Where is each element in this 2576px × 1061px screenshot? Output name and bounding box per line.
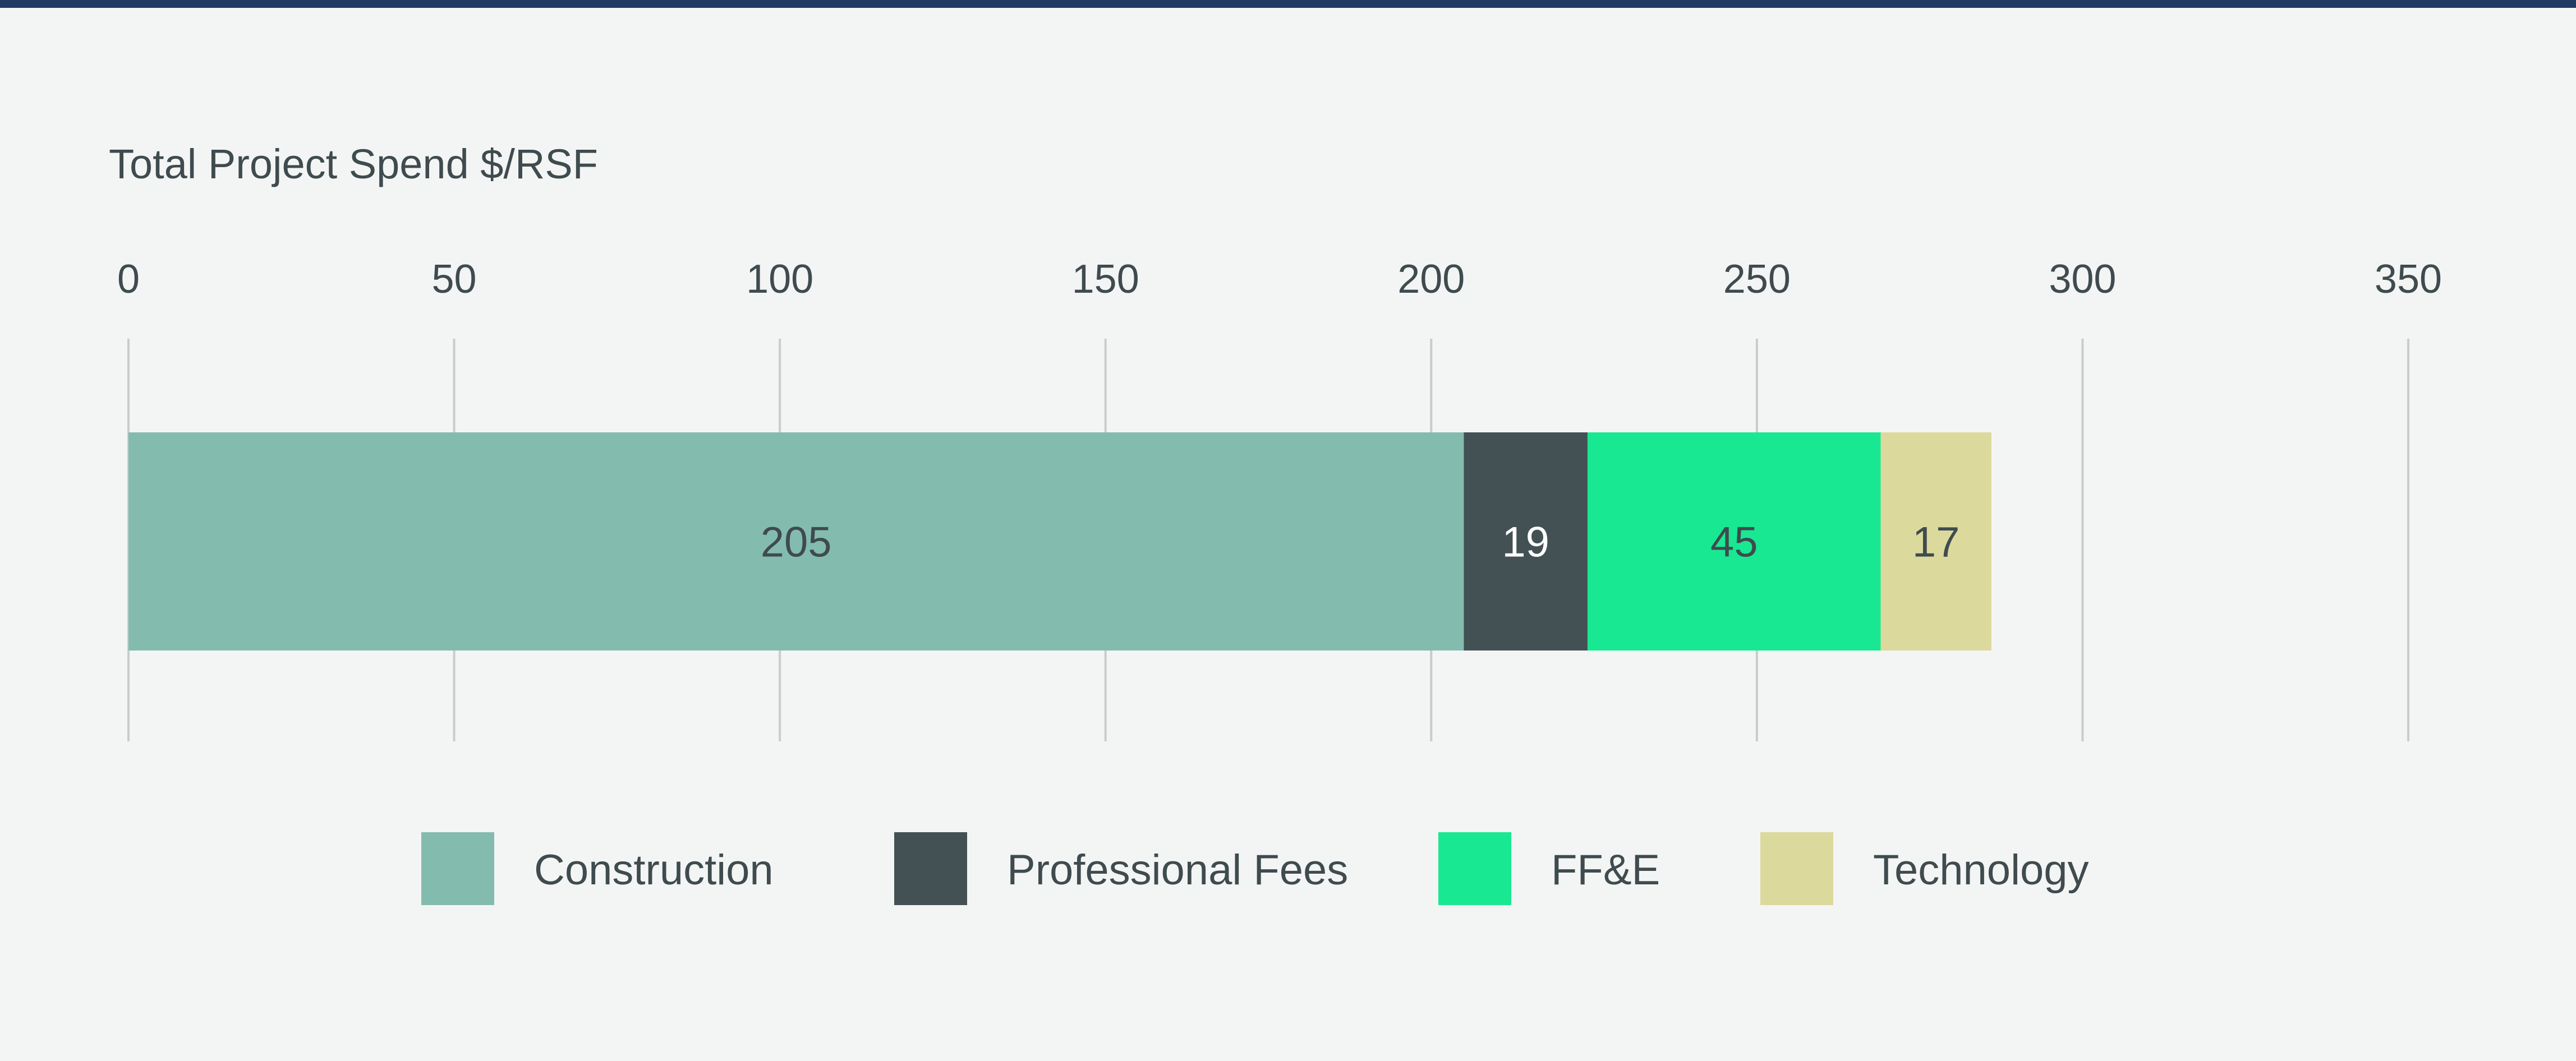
bar-segment (1464, 432, 1588, 651)
stacked-bar: 205 19 45 17 (128, 432, 1991, 651)
bar-segment (1587, 432, 1881, 651)
legend-label: FF&E (1551, 846, 1660, 894)
x-axis-tick-labels: 0 50 100 150 200 250 300 350 (117, 257, 2442, 302)
bar-segment (128, 432, 1464, 651)
legend-label: Professional Fees (1007, 846, 1348, 894)
data-label: 17 (1912, 519, 1960, 566)
x-tick-label: 100 (746, 257, 813, 302)
x-tick-label: 50 (432, 257, 477, 302)
x-tick-label: 200 (1397, 257, 1465, 302)
legend-swatch (421, 832, 494, 905)
x-tick-label: 300 (2049, 257, 2116, 302)
legend-swatch (1760, 832, 1833, 905)
data-label: 19 (1502, 519, 1549, 566)
legend-swatch (1438, 832, 1511, 905)
top-rule (0, 0, 2576, 8)
x-tick-label: 0 (117, 257, 140, 302)
legend-label: Construction (534, 846, 774, 894)
legend: Construction Professional Fees FF&E Technol… (421, 832, 2089, 905)
x-tick-label: 250 (1723, 257, 1791, 302)
legend-label: Technology (1873, 846, 2089, 894)
x-tick-label: 150 (1072, 257, 1139, 302)
bar-segment (1880, 432, 1991, 651)
data-label: 205 (761, 519, 832, 566)
x-tick-label: 350 (2375, 257, 2442, 302)
data-label: 45 (1710, 519, 1758, 566)
legend-swatch (894, 832, 967, 905)
chart-title: Total Project Spend $/RSF (109, 141, 598, 187)
